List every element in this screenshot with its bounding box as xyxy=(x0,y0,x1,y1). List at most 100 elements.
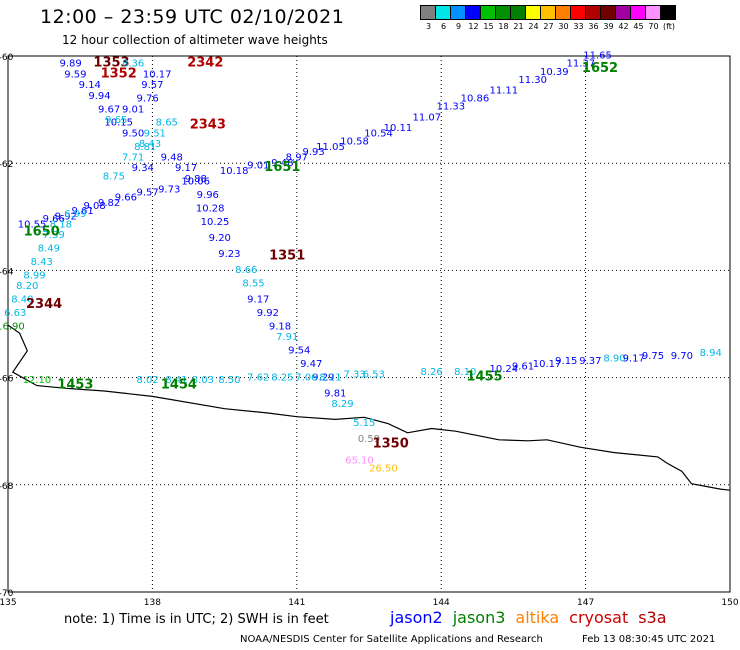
legend-swatches xyxy=(420,5,676,20)
wave-height-value: 0.59 xyxy=(358,434,380,445)
wave-height-value: 9.65 xyxy=(105,115,127,126)
legend-tick-label: 12 xyxy=(468,22,479,31)
lon-tick-label: 141 xyxy=(288,598,305,608)
lat-tick-label: -66 xyxy=(0,375,14,385)
coastline xyxy=(7,324,731,491)
wave-height-value: 10.06 xyxy=(181,177,210,188)
wave-height-value: 10.24 xyxy=(489,364,518,375)
wave-height-value: 9.08 xyxy=(83,201,105,212)
wave-height-value: 8.18 xyxy=(50,220,72,231)
wave-height-value: 10.86 xyxy=(461,94,490,105)
wave-height-value: 9.89 xyxy=(59,59,81,70)
wave-height-value: 9.01 xyxy=(122,104,144,115)
wave-height-value: 9.82 xyxy=(98,198,120,209)
legend-tick-label: 9 xyxy=(455,22,462,31)
pass-time-label: 1650 xyxy=(24,225,60,240)
wave-height-value: 9.54 xyxy=(288,346,310,357)
wave-height-value: 11.30 xyxy=(518,75,547,86)
wave-height-value: 10.28 xyxy=(196,203,225,214)
legend-tick-label: 3 xyxy=(425,22,432,31)
wave-height-value: 8.49 xyxy=(38,244,60,255)
wave-height-value: 8.65 xyxy=(156,118,178,129)
lon-tick-label: 147 xyxy=(577,598,594,608)
wave-height-value: 9.67 xyxy=(98,104,120,115)
wave-height-value: 65.10 xyxy=(345,455,374,466)
wave-height-value: 9.92 xyxy=(55,212,77,223)
wave-height-value: 11.37 xyxy=(566,59,595,70)
legend-tick-label: 70 xyxy=(648,22,659,31)
wave-height-value: 9.66 xyxy=(43,214,65,225)
wave-height-value: 9.51 xyxy=(144,128,166,139)
legend-tick-label: 33 xyxy=(573,22,584,31)
wave-height-value: 8.43 xyxy=(139,139,161,150)
lat-tick-label: -68 xyxy=(0,482,14,492)
wave-height-value: 11.11 xyxy=(489,86,518,97)
pass-time-label: 1651 xyxy=(264,160,300,175)
legend-tick-label: 18 xyxy=(498,22,509,31)
wave-height-value: 8.66 xyxy=(235,265,257,276)
wave-height-value: 7.39 xyxy=(43,230,65,241)
wave-height-value: 8.03 xyxy=(192,375,214,386)
lat-tick-label: -64 xyxy=(0,267,14,277)
legend-tick-label: 6 xyxy=(440,22,447,31)
wave-height-value: 6.53 xyxy=(363,370,385,381)
wave-height-value: 7.06 xyxy=(295,372,317,383)
lat-tick-label: -62 xyxy=(0,160,13,170)
wave-height-value: 9.76 xyxy=(136,94,158,105)
legend-tick-label: 45 xyxy=(633,22,644,31)
wave-height-value: 11.07 xyxy=(412,112,441,123)
wave-height-value: 9.17 xyxy=(247,295,269,306)
wave-height-value: 9.61 xyxy=(71,206,93,217)
wave-height-value: 9.61 xyxy=(512,362,534,373)
wave-height-value: 9.15 xyxy=(555,356,577,367)
legend-ticks: 3 6 9 12 15 18 21 24 27 30 33 36 39 42 45 70 (ft) xyxy=(421,22,676,31)
wave-height-value: 11.05 xyxy=(316,142,345,153)
wave-height-value: 9.94 xyxy=(88,91,110,102)
wave-height-value: 9.59 xyxy=(64,69,86,80)
lat-tick-label: -70 xyxy=(0,589,14,599)
wave-height-value: 9.20 xyxy=(209,233,231,244)
wave-height-value: 7.33 xyxy=(343,370,365,381)
wave-height-value: 8.41 xyxy=(165,375,187,386)
wave-height-value: 16.90 xyxy=(0,321,25,332)
wave-height-value: 10.11 xyxy=(384,123,413,134)
lon-tick-label: 135 xyxy=(0,598,17,608)
wave-height-value: 7.91 xyxy=(276,332,298,343)
wave-height-value: 10.54 xyxy=(364,128,393,139)
wave-height-value: 9.93 xyxy=(302,147,324,158)
lon-tick-label: 144 xyxy=(433,598,450,608)
wave-height-value: 8.81 xyxy=(134,142,156,153)
legend-tick-label: 24 xyxy=(528,22,539,31)
wave-height-value: 9.50 xyxy=(122,128,144,139)
wave-height-value: 6.63 xyxy=(4,308,26,319)
map-title: 12:00 – 23:59 UTC 02/10/2021 xyxy=(40,6,345,28)
wave-height-value: 9.18 xyxy=(269,321,291,332)
wave-height-value: 9.48 xyxy=(161,153,183,164)
wave-height-value: 8.90 xyxy=(603,354,625,365)
wave-height-value: 11.65 xyxy=(583,51,612,62)
pass-time-label: 1352 xyxy=(101,66,137,81)
legend-tick-label: 30 xyxy=(558,22,569,31)
wave-height-value: 9.88 xyxy=(185,174,207,185)
wave-height-value: 9.73 xyxy=(158,185,180,196)
pass-time-label: 2343 xyxy=(190,117,226,132)
wave-height-value: 26.50 xyxy=(369,463,398,474)
wave-height-value: 10.18 xyxy=(220,166,249,177)
wave-height-value: 8.43 xyxy=(31,257,53,268)
wave-height-value: 8.29 xyxy=(331,399,353,410)
wave-height-value: 9.37 xyxy=(579,356,601,367)
wave-height-value: 8.02 xyxy=(136,375,158,386)
wave-height-value: 9.29 xyxy=(312,372,334,383)
wave-height-value: 7.62 xyxy=(247,372,269,383)
legend-tick-label: 27 xyxy=(543,22,554,31)
wave-height-value: 9.48 xyxy=(271,158,293,169)
pass-time-label: 1455 xyxy=(466,369,502,384)
pass-time-label: 1652 xyxy=(582,61,618,76)
wave-height-value: 9.57 xyxy=(141,80,163,91)
generated-timestamp: Feb 13 08:30:45 UTC 2021 xyxy=(582,634,716,645)
legend-unit: (ft) xyxy=(663,22,676,31)
wave-height-value: 8.36 xyxy=(122,59,144,70)
wave-height-value: 8.10 xyxy=(454,367,476,378)
wave-height-value: 10.17 xyxy=(533,359,562,370)
